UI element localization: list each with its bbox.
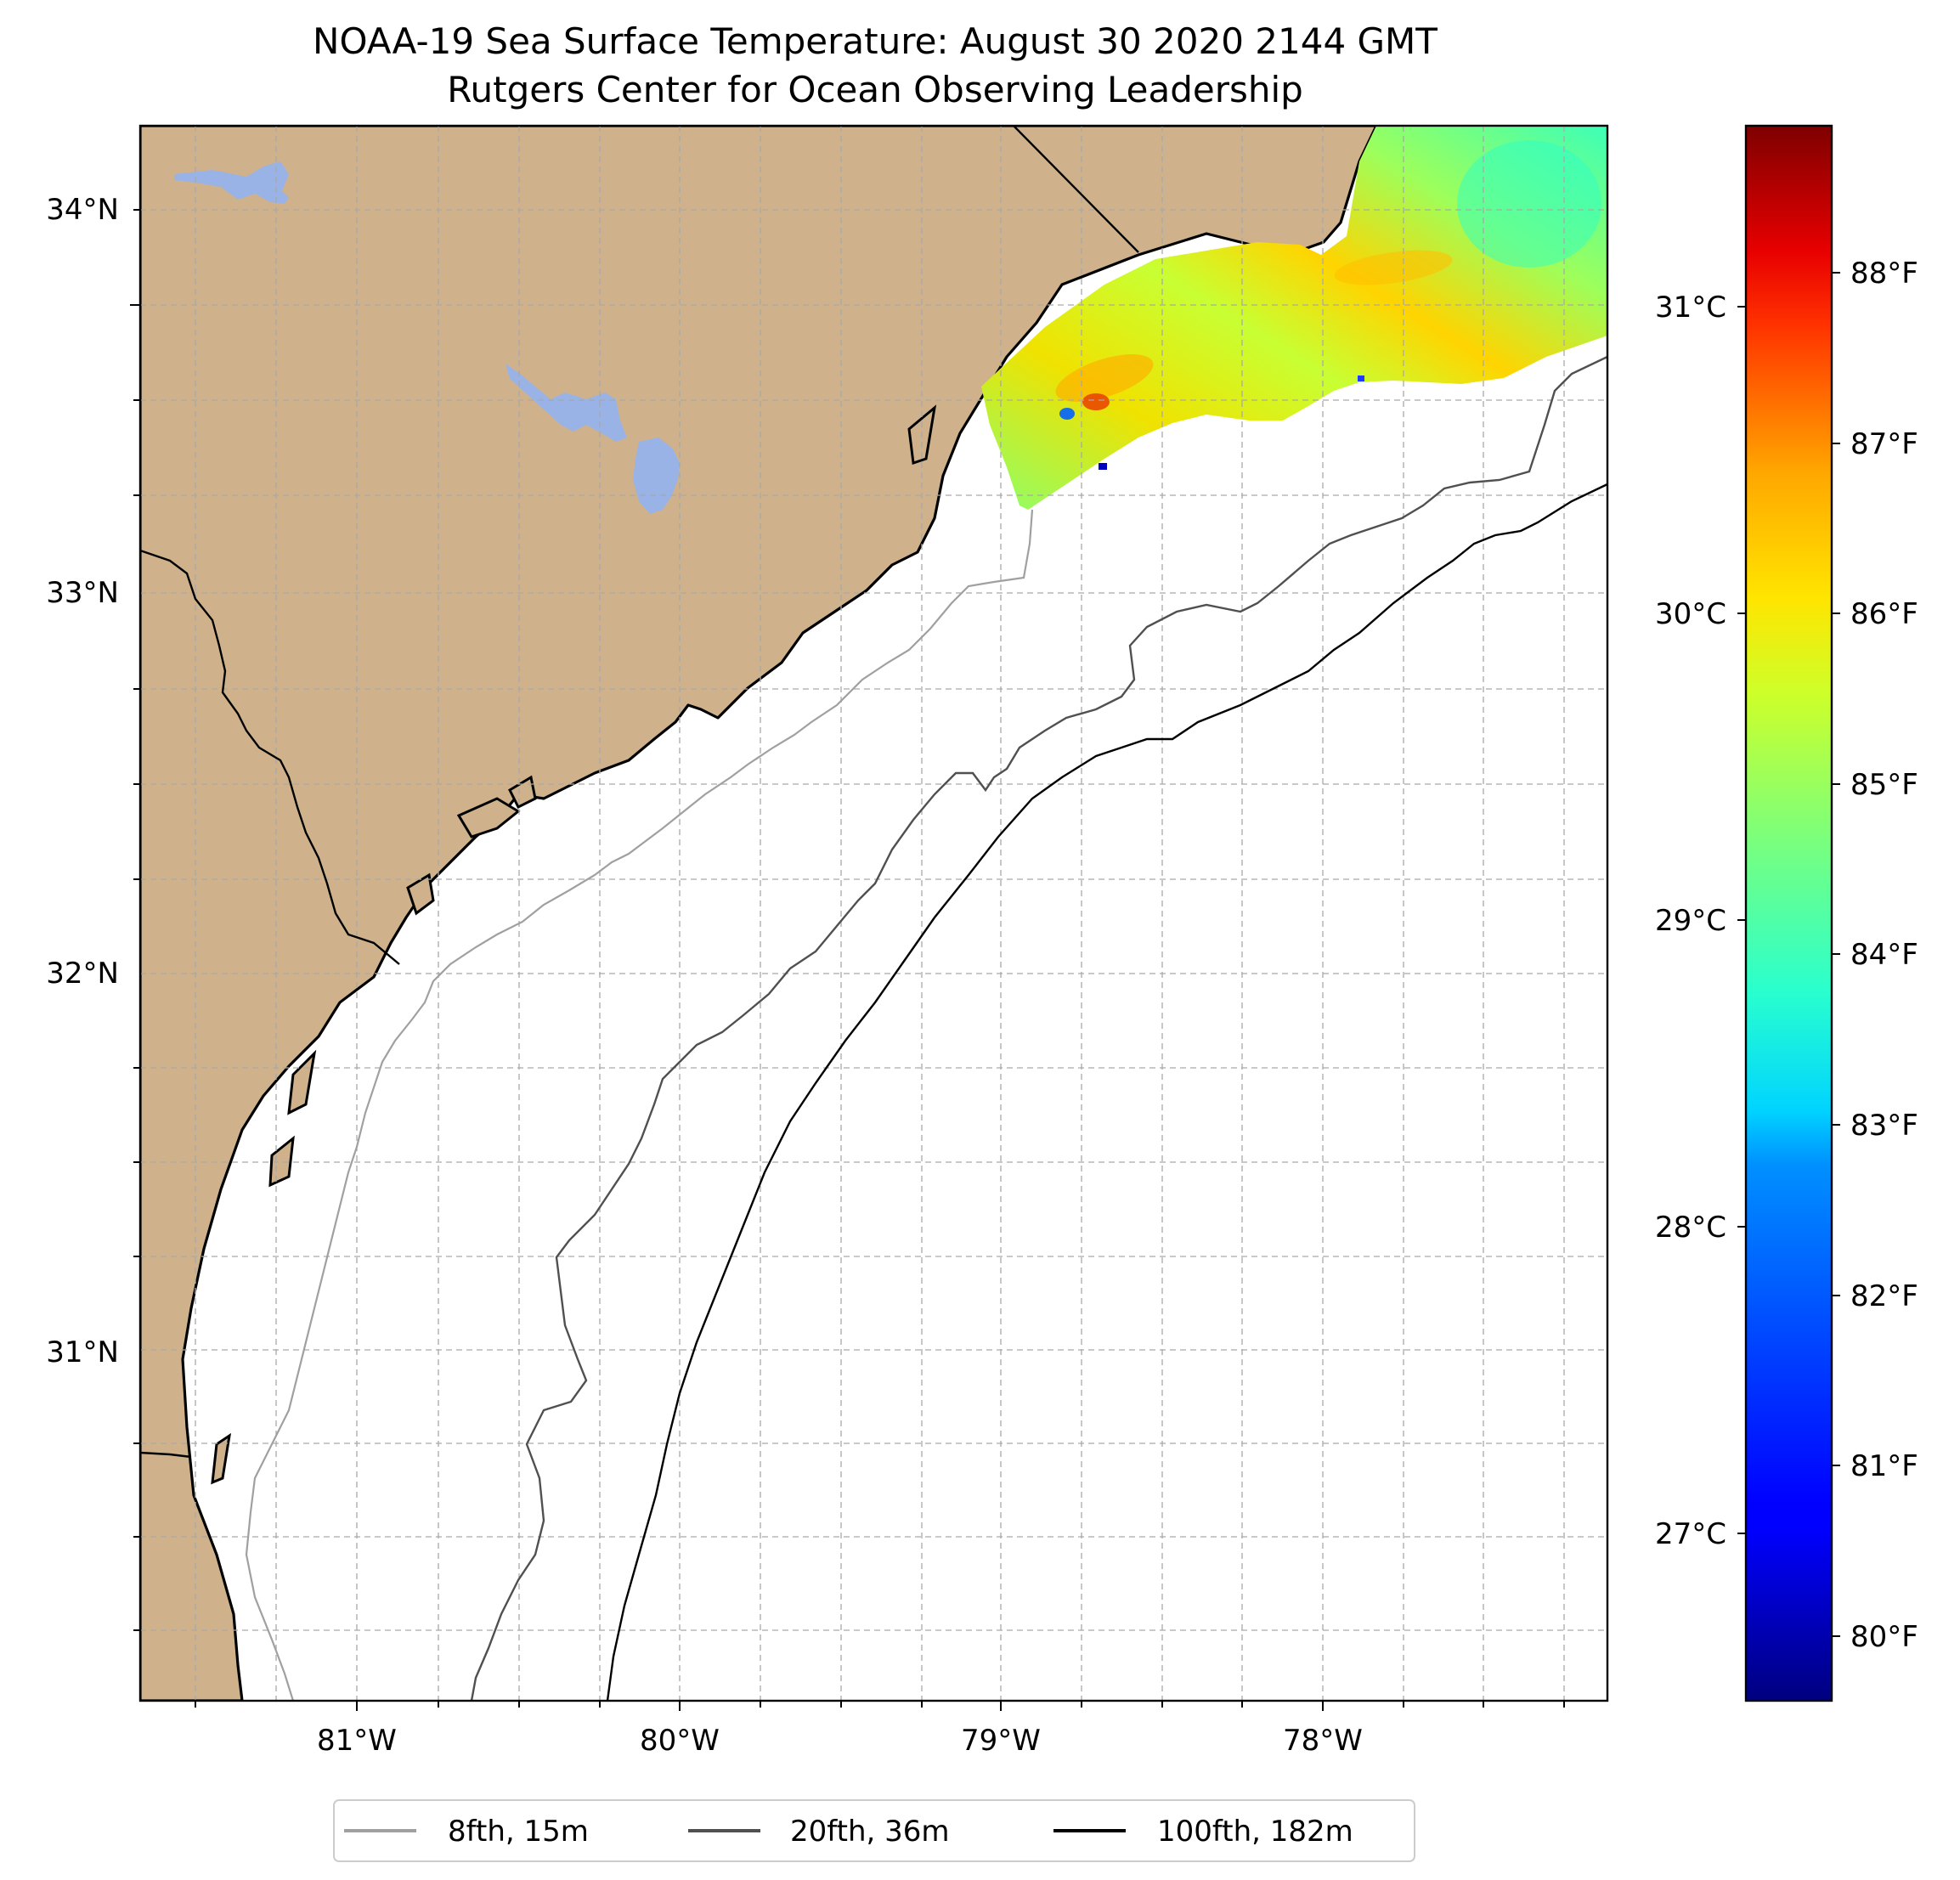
sst-cool-spot	[1059, 408, 1075, 420]
map-frame	[138, 124, 1609, 1702]
legend-label-8fth: 8fth, 15m	[448, 1815, 589, 1849]
cbar-f-81: 81°F	[1850, 1449, 1918, 1483]
colorbar: 31°C 30°C 29°C 28°C 27°C 88°F 87°F 86°F …	[1655, 124, 1918, 1702]
cbar-c-27: 27°C	[1655, 1517, 1726, 1551]
colorbar-celsius-ticks	[1737, 306, 1746, 1534]
lat-label-33n: 33°N	[46, 576, 119, 610]
isobath-8fth-15m	[245, 509, 1034, 1701]
cbar-f-82: 82°F	[1850, 1279, 1918, 1313]
sst-swath	[981, 126, 1607, 510]
sst-cool-patch	[1457, 140, 1601, 268]
lat-label-32n: 32°N	[46, 957, 119, 991]
map-title-line2: Rutgers Center for Ocean Observing Leade…	[447, 69, 1303, 110]
lon-label-78w: 78°W	[1283, 1724, 1363, 1758]
cbar-f-86: 86°F	[1850, 597, 1918, 631]
lon-label-79w: 79°W	[961, 1724, 1041, 1758]
sst-warm-patch	[1334, 250, 1453, 285]
colorbar-gradient	[1744, 124, 1833, 1702]
cbar-f-84: 84°F	[1850, 938, 1918, 972]
isobath-20fth-36m	[470, 355, 1607, 1701]
colorbar-celsius-labels: 31°C 30°C 29°C 28°C 27°C	[1655, 291, 1726, 1551]
cbar-c-28: 28°C	[1655, 1211, 1726, 1245]
state-borders	[140, 126, 1139, 1459]
cbar-f-83: 83°F	[1850, 1109, 1918, 1143]
sst-cool-edge-2	[1358, 375, 1364, 381]
axis-ticks	[130, 209, 1565, 1711]
cbar-c-30: 30°C	[1655, 597, 1726, 631]
latitude-labels: 34°N 33°N 32°N 31°N	[46, 193, 119, 1369]
legend-label-100fth: 100fth, 182m	[1157, 1815, 1353, 1849]
grid-lines	[140, 126, 1607, 1701]
cbar-f-87: 87°F	[1850, 427, 1918, 461]
cbar-f-88: 88°F	[1850, 257, 1918, 291]
sst-warm-core	[1055, 354, 1154, 402]
cbar-c-31: 31°C	[1655, 291, 1726, 325]
sst-hot-spot	[1082, 393, 1110, 410]
lon-label-81w: 81°W	[317, 1724, 397, 1758]
sst-cool-edge	[1099, 463, 1107, 470]
map-panel	[140, 126, 1607, 1701]
legend-label-20fth: 20fth, 36m	[790, 1815, 950, 1849]
colorbar-fahrenheit-labels: 88°F 87°F 86°F 85°F 84°F 83°F 82°F 81°F …	[1850, 257, 1918, 1654]
cbar-f-80: 80°F	[1850, 1620, 1918, 1654]
lat-label-31n: 31°N	[46, 1335, 119, 1369]
map-title-line1: NOAA-19 Sea Surface Temperature: August …	[313, 20, 1438, 62]
cbar-f-85: 85°F	[1850, 768, 1918, 802]
isobath-legend: 8fth, 15m 20fth, 36m 100fth, 182m	[333, 1799, 1415, 1862]
lat-label-34n: 34°N	[46, 193, 119, 227]
lon-label-80w: 80°W	[640, 1724, 720, 1758]
cbar-c-29: 29°C	[1655, 904, 1726, 938]
legend-box	[333, 1799, 1415, 1862]
colorbar-fahrenheit-ticks	[1832, 272, 1840, 1637]
isobath-100fth-182m	[606, 483, 1607, 1701]
longitude-labels: 81°W 80°W 79°W 78°W	[317, 1724, 1363, 1758]
